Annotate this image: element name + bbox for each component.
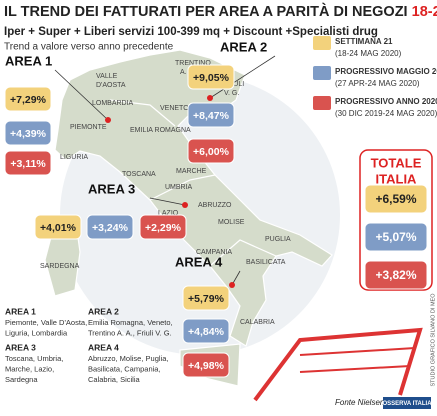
region-label: VALLE — [96, 73, 118, 80]
value-badge — [187, 64, 235, 90]
region-label: BASILICATA — [246, 259, 286, 266]
value-badge — [187, 138, 235, 164]
value-label: +3,82% — [375, 268, 416, 282]
area-name: AREA 1 — [5, 53, 52, 68]
key-title: AREA 2 — [88, 306, 119, 316]
key-line: Emilia Romagna, Veneto, — [88, 318, 173, 327]
key-line: Piemonte, Valle D'Aosta, — [5, 318, 87, 327]
total-title: ITALIA — [376, 171, 418, 186]
region-label: TRENTINO — [175, 60, 211, 67]
value-label: +4,98% — [188, 360, 225, 372]
total-title: TOTALE — [371, 155, 422, 170]
value-label: +8,47% — [193, 110, 230, 122]
key-title: AREA 1 — [5, 306, 36, 316]
region-label: CAMPANIA — [196, 249, 232, 256]
value-badge — [34, 214, 82, 240]
value-label: +4,84% — [188, 326, 225, 338]
logo-box — [383, 397, 431, 409]
region-label: ABRUZZO — [198, 202, 232, 209]
legend-period: (30 DIC 2019-24 MAG 2020) — [335, 109, 437, 118]
key-line: Abruzzo, Molise, Puglia, — [88, 354, 168, 363]
value-label: +6,59% — [375, 192, 416, 206]
value-label: +4,01% — [40, 222, 77, 234]
value-label: +3,24% — [92, 222, 129, 234]
area-pointer — [54, 69, 109, 121]
value-badge — [187, 102, 235, 128]
legend-label: PROGRESSIVO MAGGIO 2020 — [335, 67, 437, 76]
value-badge — [364, 222, 428, 252]
title-date: 18-24 MAG 2020 — [412, 4, 437, 20]
value-label: +5,07% — [375, 230, 416, 244]
key-line: Basilicata, Campania, — [88, 364, 161, 373]
area-pointer — [149, 197, 186, 206]
region-label: LAZIO — [158, 210, 179, 217]
area-dot — [207, 95, 213, 101]
value-badge — [139, 214, 187, 240]
title: IL TREND DEI FATTURATI PER AREA A PARITÀ… — [4, 3, 437, 20]
value-badge — [364, 260, 428, 290]
area-dot — [105, 117, 111, 123]
region-label: CALABRIA — [240, 319, 275, 326]
region-label: MARCHE — [176, 168, 207, 175]
value-badge — [182, 285, 230, 311]
area-name: AREA 3 — [88, 181, 135, 196]
value-badge — [4, 86, 52, 112]
note: Trend a valore verso anno precedente — [4, 42, 174, 53]
region-label: LIGURIA — [60, 154, 88, 161]
region-label: VENETO — [160, 105, 189, 112]
value-badge — [4, 120, 52, 146]
legend-swatch — [313, 36, 331, 50]
region-label: PUGLIA — [265, 236, 291, 243]
area-pointer — [209, 55, 276, 99]
region-label: D'AOSTA — [96, 82, 126, 89]
key-line: Liguria, Lombardia — [5, 328, 68, 337]
value-label: +9,05% — [193, 72, 230, 84]
area-name: AREA 4 — [175, 254, 223, 269]
key-line: Toscana, Umbria, — [5, 354, 63, 363]
region-label: A. A. — [180, 69, 195, 76]
value-label: +3,11% — [10, 158, 46, 170]
value-badge — [86, 214, 134, 240]
dynamic-layer: SETTIMANA 21 (18-24 MAG 2020) PROGRESSIVO … — [4, 36, 437, 409]
value-badge — [182, 352, 230, 378]
legend-period: (27 APR-24 MAG 2020) — [335, 79, 420, 88]
key-line: Trentino A. A., Friuli V. G. — [88, 328, 172, 337]
region-label: V. G. — [224, 90, 239, 97]
region-label: TOSCANA — [122, 171, 156, 178]
region-label: EMILIA ROMAGNA — [130, 127, 191, 134]
region-label: SARDEGNA — [40, 263, 80, 270]
cart-decoration — [253, 327, 423, 402]
key-title: AREA 3 — [5, 342, 36, 352]
region-label: UMBRIA — [165, 184, 193, 191]
legend-swatch — [313, 66, 331, 80]
value-badge — [4, 150, 52, 176]
region-label: MOLISE — [218, 219, 245, 226]
key-line: Marche, Lazio, — [5, 364, 54, 373]
area-name: AREA 2 — [220, 39, 267, 54]
value-label: +4,39% — [10, 128, 47, 140]
area-dot — [229, 282, 235, 288]
value-label: +5,79% — [188, 293, 225, 305]
value-badge — [364, 184, 428, 214]
key-line: Calabria, Sicilia — [88, 375, 141, 384]
value-label: +6,00% — [193, 146, 230, 158]
region-label: PIEMONTE — [70, 124, 107, 131]
area-dot — [182, 202, 188, 208]
subtitle: Iper + Super + Liberi servizi 100-399 mq… — [4, 26, 378, 38]
region-label: LOMBARDIA — [92, 100, 134, 107]
value-label: +7,29% — [10, 94, 47, 106]
legend-swatch — [313, 96, 331, 110]
value-badge — [182, 318, 230, 344]
legend-label: SETTIMANA 21 — [335, 37, 393, 46]
legend-label: PROGRESSIVO ANNO 2020 — [335, 97, 437, 106]
logo: OSSERVA ITALIA — [382, 401, 432, 407]
value-label: +2,29% — [145, 222, 182, 234]
key-title: AREA 4 — [88, 342, 119, 352]
source: Fonte Nielsen — [335, 398, 385, 407]
credit: STUDIO GRAFICO SILVANO DI MEO — [430, 293, 436, 387]
key-line: Sardegna — [5, 375, 38, 384]
title-text: IL TREND DEI FATTURATI PER AREA A PARITÀ… — [4, 3, 408, 20]
legend-period: (18-24 MAG 2020) — [335, 49, 402, 58]
